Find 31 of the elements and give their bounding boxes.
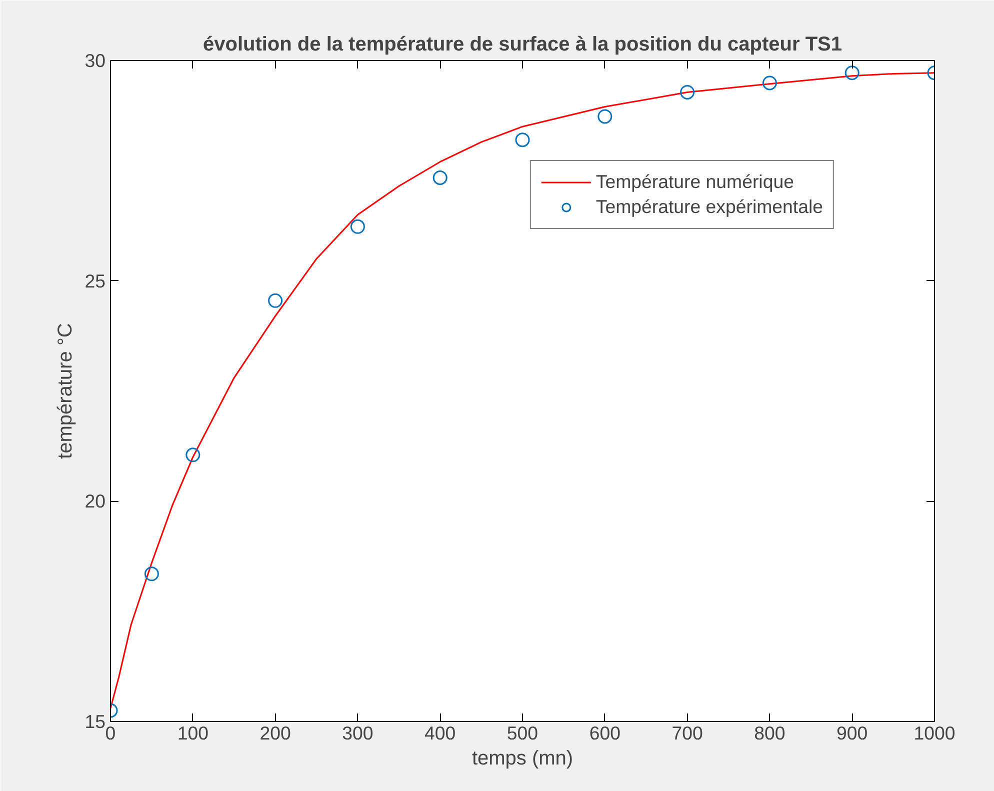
point <box>762 76 777 90</box>
x-axis-title: temps (mn) <box>472 748 574 770</box>
point <box>680 84 695 100</box>
point <box>144 566 159 582</box>
y-tick-label: 20 <box>84 490 106 512</box>
point <box>515 132 530 148</box>
y-tick-label: 15 <box>84 711 106 732</box>
point <box>844 66 860 80</box>
x-tick-label: 800 <box>754 722 786 744</box>
x-tick-label: 1000 <box>914 722 956 744</box>
chart-title: évolution de la température de surface à la position du capteur TS1 <box>202 34 842 56</box>
y-tick-label: 25 <box>84 270 106 292</box>
y-axis-title: température °C <box>54 323 77 459</box>
legend-label: Température numérique <box>596 171 794 193</box>
x-tick-label: 200 <box>260 722 291 744</box>
x-tick-label: 500 <box>506 722 538 744</box>
point <box>432 170 448 185</box>
point <box>186 448 200 462</box>
x-tick-label: 900 <box>836 722 868 744</box>
point <box>268 293 283 308</box>
x-tick-label: 700 <box>672 722 703 744</box>
y-tick-label: 30 <box>84 50 106 71</box>
x-tick-label: 400 <box>424 722 456 744</box>
x-tick-label: 0 <box>105 722 116 744</box>
point <box>598 109 612 124</box>
x-tick-label: 300 <box>342 722 374 744</box>
line-series <box>110 72 934 710</box>
point <box>350 219 365 234</box>
x-tick-label: 600 <box>589 722 620 744</box>
legend-label: Température expérimentale <box>596 196 823 218</box>
x-tick-label: 100 <box>177 722 208 744</box>
